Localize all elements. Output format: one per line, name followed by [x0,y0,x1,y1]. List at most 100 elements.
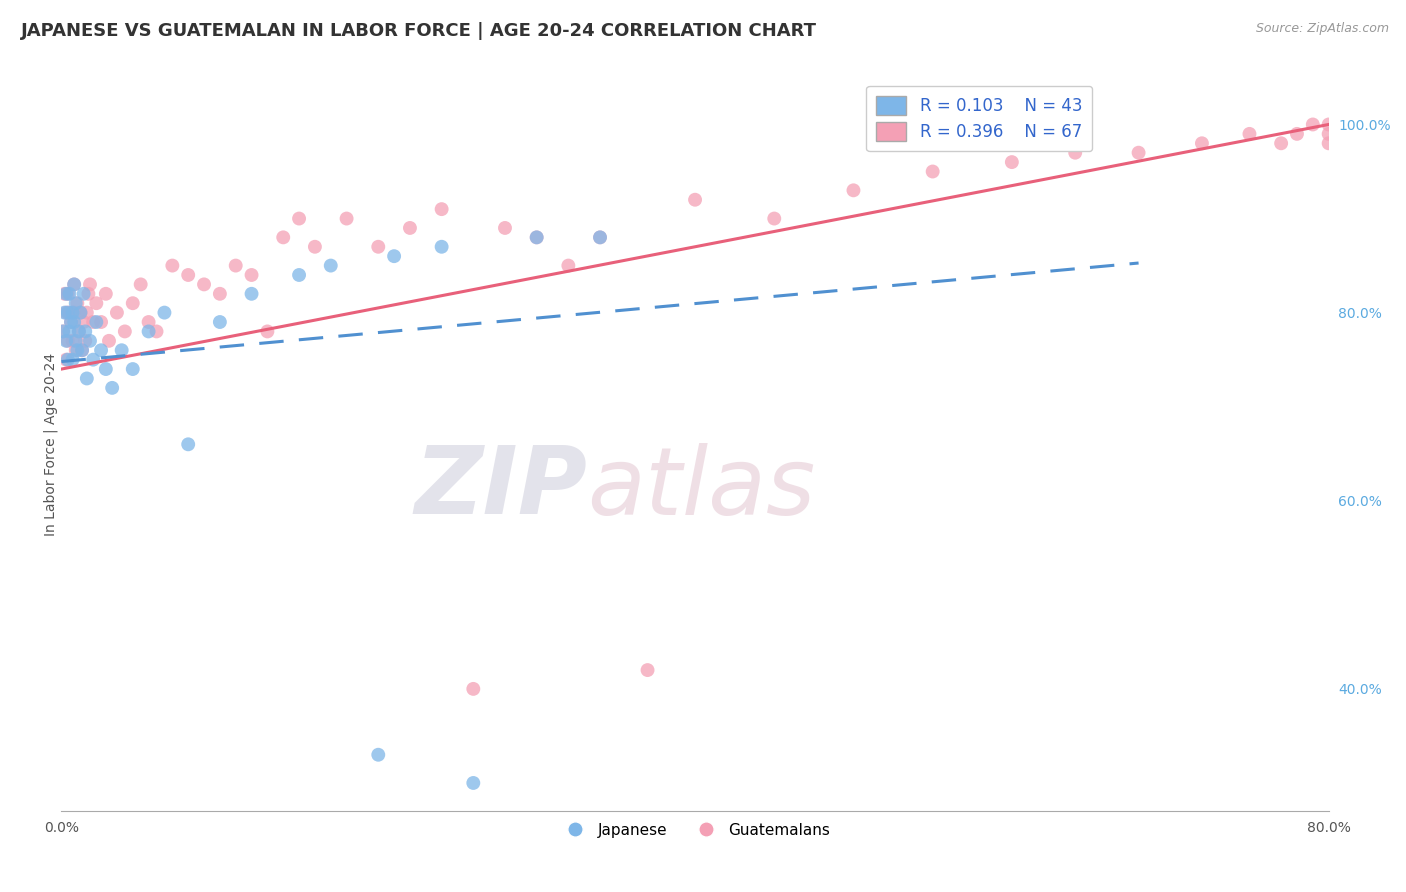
Point [76,305,98,319]
Point [56,286,79,301]
Point [59,315,82,329]
Point [177,437,200,451]
Point [145,325,167,339]
Point [65,343,87,358]
Point [288,211,311,226]
Point [62,334,84,348]
Point [271,230,294,244]
Point [77,286,100,301]
Point [70,343,93,358]
Point [82,352,104,367]
Point [256,325,278,339]
Point [463,776,485,790]
Point [52,325,75,339]
Point [63,305,86,319]
Point [319,259,342,273]
Point [1302,118,1324,132]
Point [65,296,87,310]
Point [70,343,93,358]
Point [399,221,422,235]
Point [430,240,453,254]
Point [53,305,76,319]
Point [55,352,77,367]
Legend: Japanese, Guatemalans: Japanese, Guatemalans [554,817,837,844]
Point [94,362,117,376]
Point [76,371,98,385]
Point [177,268,200,282]
Point [121,362,143,376]
Point [138,325,160,339]
Point [240,286,263,301]
Y-axis label: In Labor Force | Age 20-24: In Labor Force | Age 20-24 [44,352,58,536]
Point [304,240,326,254]
Point [56,352,79,367]
Point [56,305,79,319]
Point [75,334,97,348]
Point [1317,127,1340,141]
Point [1270,136,1292,151]
Point [1001,155,1024,169]
Point [367,747,389,762]
Point [58,305,80,319]
Point [63,277,86,292]
Point [101,381,124,395]
Point [921,164,943,178]
Point [82,315,104,329]
Point [69,305,91,319]
Point [121,296,143,310]
Point [288,268,311,282]
Point [225,259,247,273]
Point [557,259,579,273]
Point [1191,136,1213,151]
Point [129,277,152,292]
Point [90,315,112,329]
Point [55,305,77,319]
Point [526,230,548,244]
Point [336,211,359,226]
Point [79,277,101,292]
Point [72,315,94,329]
Point [94,286,117,301]
Point [382,249,405,263]
Point [69,305,91,319]
Point [1317,136,1340,151]
Point [65,334,87,348]
Point [589,230,612,244]
Point [1128,145,1150,160]
Point [494,221,516,235]
Point [1285,127,1308,141]
Point [240,268,263,282]
Point [86,296,108,310]
Point [63,277,86,292]
Point [75,325,97,339]
Point [55,334,77,348]
Point [589,230,612,244]
Point [58,325,80,339]
Point [114,325,136,339]
Point [55,286,77,301]
Point [66,343,89,358]
Point [66,296,89,310]
Point [52,325,75,339]
Point [208,286,231,301]
Point [59,315,82,329]
Point [1317,118,1340,132]
Point [56,334,79,348]
Point [367,240,389,254]
Point [683,193,706,207]
Point [463,681,485,696]
Point [526,230,548,244]
Point [138,315,160,329]
Point [63,315,86,329]
Point [90,343,112,358]
Point [53,286,76,301]
Point [98,334,121,348]
Text: Source: ZipAtlas.com: Source: ZipAtlas.com [1256,22,1389,36]
Point [105,305,128,319]
Point [162,259,184,273]
Point [842,183,865,197]
Point [58,286,80,301]
Point [763,211,786,226]
Point [637,663,659,677]
Point [1239,127,1261,141]
